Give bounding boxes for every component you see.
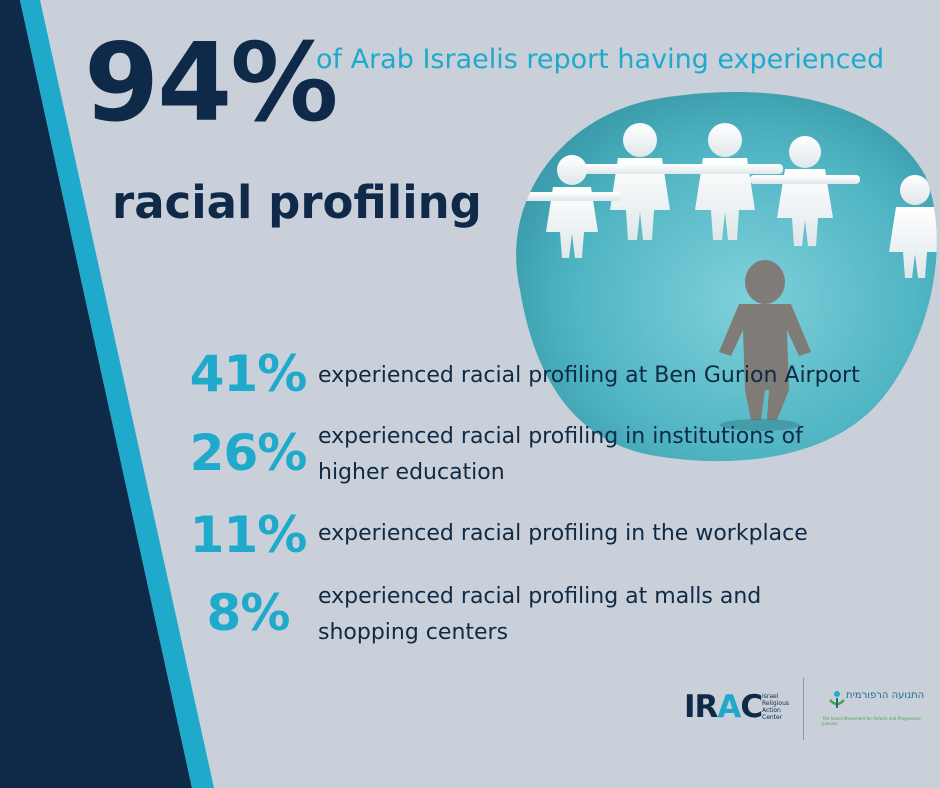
headline-percent: 94% <box>84 21 339 146</box>
irac-logo-caption: Israel Religious Action Center <box>762 693 789 721</box>
stat-text: experienced racial profiling in the work… <box>318 521 808 546</box>
headline-main: racial profiling <box>112 176 482 229</box>
reform-movement-hebrew-name: התנועה הרפורמית <box>846 690 925 701</box>
irac-logo: IRAC <box>684 689 763 725</box>
reform-movement-icon <box>829 691 845 708</box>
stat-percent: 11% <box>189 506 308 564</box>
headline-subtitle: of Arab Israelis report having experienc… <box>316 44 885 75</box>
stat-percent: 8% <box>206 584 291 642</box>
stat-percent: 26% <box>189 424 308 482</box>
stat-text: experienced racial profiling in institut… <box>318 424 803 485</box>
irac-logo-ir: IR <box>684 689 718 725</box>
navy-stripe <box>0 0 192 788</box>
irac-logo-c: C <box>740 689 763 725</box>
irac-logo-a: A <box>717 689 741 725</box>
stat-percent: 41% <box>189 345 308 403</box>
paper-people-chain-photo <box>516 92 937 462</box>
stat-text: experienced racial profiling at malls an… <box>318 584 762 645</box>
accent-stripe <box>20 0 214 788</box>
stat-text: experienced racial profiling at Ben Guri… <box>318 363 860 388</box>
reform-movement-tagline: The Israeli Movement for Reform and Prog… <box>822 716 921 726</box>
logo-divider <box>803 678 804 740</box>
